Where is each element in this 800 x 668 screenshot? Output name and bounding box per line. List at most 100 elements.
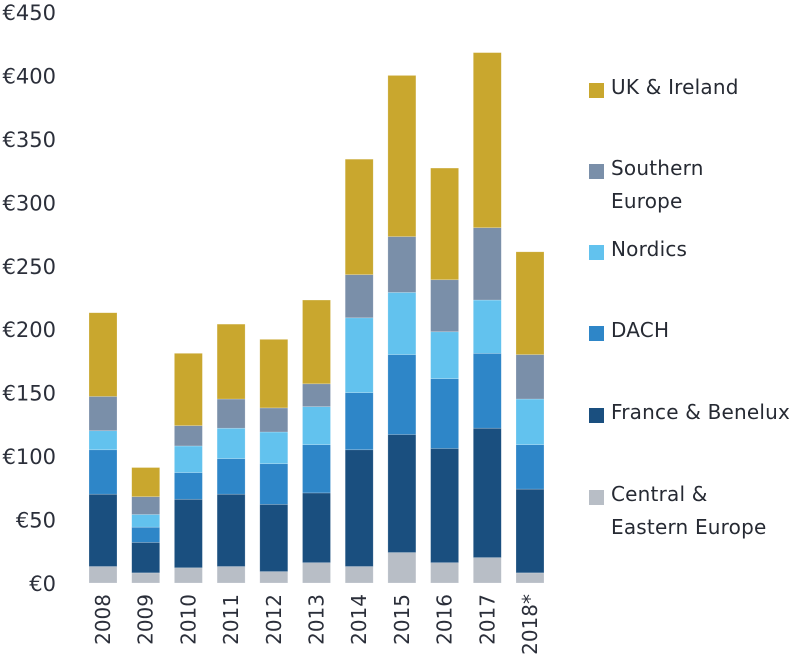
bar-segment-dach [302,444,331,494]
bar-segment-nordics [174,445,203,473]
bar-segment-southern-europe [302,383,331,407]
bar-stack-2008 [88,312,118,584]
bar-segment-uk-ireland [344,158,374,275]
legend-label: France & Benelux [611,396,790,429]
x-tick-label: 2016 [433,594,457,645]
y-tick-label: €400 [3,64,56,88]
legend-item: UK & Ireland [589,75,739,104]
bar-segment-france-benelux [430,448,459,563]
legend-item: Central & Eastern Europe [589,482,767,544]
bar-segment-nordics [88,430,118,451]
legend-label-line: Central & [611,482,708,506]
bar-segment-southern-europe [515,354,545,400]
x-tick-label: 2015 [390,594,414,645]
bar-segment-uk-ireland [302,299,331,385]
bar-stack-2009 [131,467,160,584]
bar-segment-dach [174,472,203,500]
legend-swatch [589,83,604,98]
bar-segment-dach [344,392,374,451]
bar-segment-southern-europe [259,407,289,433]
bar-segment-dach [216,458,246,495]
legend-label-line: France & Benelux [611,400,791,424]
bar-segment-nordics [387,292,417,355]
bar-segment-dach [472,353,502,429]
bar-segment-southern-europe [387,236,417,293]
bar-segment-central-eastern-europe [515,572,545,584]
bar-segment-nordics [472,299,502,354]
bar-segment-central-eastern-europe [174,567,203,584]
legend-label-line: Nordics [611,237,688,261]
legend-label: Southern Europe [611,152,704,218]
x-tick-label: 2010 [176,594,200,645]
legend-label-line: Europe [611,189,683,213]
bar-segment-uk-ireland [387,75,417,237]
bar-segment-uk-ireland [131,467,160,498]
bar-stack-2016 [430,167,459,584]
bar-segment-central-eastern-europe [302,562,331,584]
bar-segment-nordics [344,317,374,393]
bar-segment-dach [259,463,289,505]
bar-segment-france-benelux [344,449,374,567]
bar-segment-central-eastern-europe [387,552,417,584]
bar-segment-uk-ireland [472,52,502,229]
x-axis: 2008 2009 2010 2011 2012 2013 2014 2015 2016 2017… [91,594,542,655]
bar-segment-southern-europe [344,274,374,319]
bar-segment-central-eastern-europe [344,566,374,584]
bar-segment-france-benelux [387,434,417,553]
bar-segment-nordics [259,431,289,465]
bar-segment-france-benelux [174,498,203,569]
legend-label-line: Eastern Europe [611,515,767,539]
y-tick-label: €300 [3,191,56,215]
legend-swatch [589,164,604,179]
bar-segment-uk-ireland [430,167,459,281]
bar-segment-southern-europe [430,279,459,333]
x-tick-label: 2013 [305,594,329,645]
bar-stack-2011 [216,323,246,584]
bar-segment-france-benelux [259,504,289,572]
x-tick-label: 2018* [518,594,542,655]
legend-swatch [589,490,604,505]
bar-stack-2014 [344,158,374,584]
legend-label: UK & Ireland [611,71,739,104]
y-tick-label: €350 [3,128,56,152]
bar-segment-southern-europe [216,398,246,429]
bar-segment-dach [515,444,545,490]
bar-segment-nordics [302,406,331,445]
bar-stack-2018-est [515,251,545,584]
bars [88,52,545,584]
bar-stack-2010 [174,353,203,584]
bar-stack-2012 [259,339,289,584]
x-tick-label: 2012 [262,594,286,645]
legend-label-line: DACH [611,318,670,342]
bar-segment-central-eastern-europe [259,571,289,584]
y-tick-label: €250 [3,255,56,279]
bar-segment-uk-ireland [259,339,289,409]
bar-segment-nordics [131,514,160,528]
legend-swatch [589,245,604,260]
bar-segment-southern-europe [472,227,502,301]
x-tick-label: 2017 [475,594,499,645]
bar-stack-2017 [472,52,502,584]
x-tick-label: 2011 [219,594,243,645]
bar-segment-nordics [430,331,459,380]
x-tick-label: 2008 [91,594,115,645]
bar-segment-france-benelux [472,427,502,558]
bar-segment-southern-europe [131,496,160,515]
legend-swatch [589,408,604,423]
legend-label: Central & Eastern Europe [611,478,767,544]
bar-stack-2015 [387,75,417,584]
legend-item: Southern Europe [589,156,704,218]
bar-segment-nordics [515,398,545,445]
bar-segment-france-benelux [88,493,118,567]
bar-segment-dach [430,378,459,449]
bar-segment-southern-europe [88,396,118,432]
y-tick-label: €50 [16,509,56,533]
y-tick-label: €100 [3,445,56,469]
y-axis: €0 €50 €100 €150 €200 €250 €300 €350 €400 €450 [3,1,56,596]
bar-segment-central-eastern-europe [88,566,118,584]
bar-segment-southern-europe [174,425,203,447]
bar-segment-dach [88,449,118,495]
bar-segment-france-benelux [515,488,545,574]
legend-item: France & Benelux [589,400,790,429]
